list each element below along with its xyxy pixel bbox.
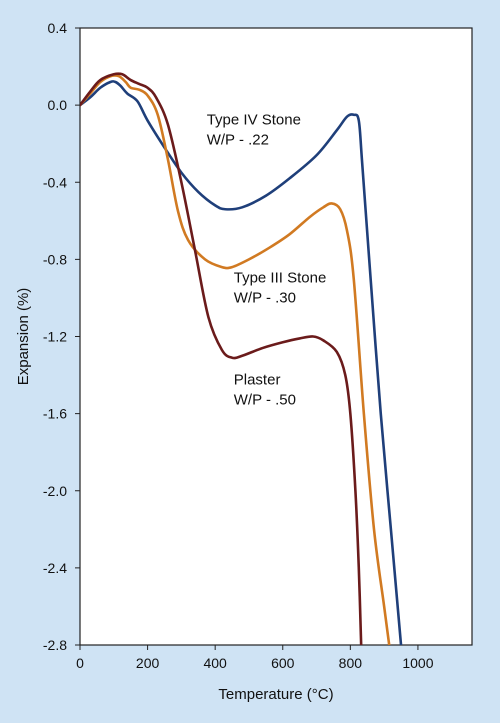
- y-axis-label: Expansion (%): [15, 288, 32, 386]
- annotations: Type IV Stone W/P - .22 Type III Stone W/P …: [207, 111, 327, 408]
- y-tick-label: -0.4: [43, 174, 67, 190]
- y-tick-label: 0.4: [48, 20, 68, 36]
- x-axis-ticks: 0 200 400 600 800 1000: [76, 645, 434, 671]
- annotation-text: W/P - .30: [234, 290, 296, 307]
- y-tick-label: -1.2: [43, 329, 67, 345]
- x-tick-label: 1000: [402, 655, 433, 671]
- plaster-line: [80, 72, 363, 645]
- annotation-text: Type IV Stone: [207, 111, 301, 128]
- x-tick-label: 200: [136, 655, 160, 671]
- y-tick-label: 0.0: [48, 97, 68, 113]
- y-axis-ticks: 0.4 0.0 -0.4 -0.8 -1.2 -1.6 -2.0 -2.4 -2.8: [43, 20, 80, 653]
- type-iv-stone-line: [80, 80, 403, 645]
- y-tick-label: -2.0: [43, 483, 67, 499]
- y-tick-label: -2.8: [43, 637, 67, 653]
- annotation-text: Type III Stone: [234, 270, 327, 287]
- annotation-text: W/P - .50: [234, 392, 296, 409]
- x-tick-label: 400: [203, 655, 227, 671]
- x-tick-label: 0: [76, 655, 84, 671]
- y-tick-label: -1.6: [43, 406, 67, 422]
- y-tick-label: -0.8: [43, 251, 67, 267]
- plot-area: [79, 27, 473, 646]
- y-tick-label: -2.4: [43, 560, 67, 576]
- x-tick-label: 600: [271, 655, 295, 671]
- x-tick-label: 800: [339, 655, 363, 671]
- series-layer: [80, 72, 403, 645]
- annotation-text: Plaster: [234, 372, 281, 389]
- annotation-text: W/P - .22: [207, 131, 269, 148]
- type-iii-stone-line: [80, 74, 391, 645]
- x-axis-label: Temperature (°C): [218, 686, 333, 703]
